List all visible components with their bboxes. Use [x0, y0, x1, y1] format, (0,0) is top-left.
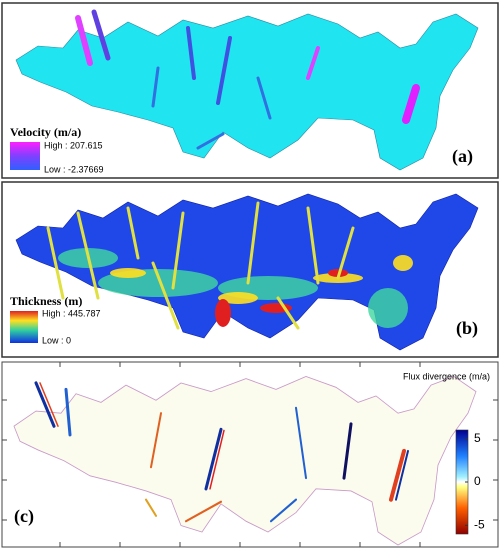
legend-swatch [10, 142, 40, 170]
legend-swatch [10, 311, 38, 343]
map-title: Flux divergence (m/a) [403, 371, 490, 381]
panel-a: Velocity (m/a) High : 207.615 Low : -2.3… [1, 2, 499, 179]
legend-low: Low : 0 [42, 335, 71, 345]
legend-title: Thickness (m) [10, 294, 82, 308]
flux-map [13, 375, 477, 546]
velocity-map [15, 9, 479, 171]
panel-c: Flux divergence (m/a) (c) 5 0 -5 [1, 361, 499, 548]
panel-label: (c) [14, 506, 34, 527]
thickness-map [15, 193, 479, 351]
colorbar-tick-label: -5 [474, 518, 485, 532]
legend-high: High : 445.787 [42, 308, 101, 318]
legend-low: Low : -2.37669 [44, 164, 104, 174]
legend-high: High : 207.615 [44, 140, 103, 150]
legend-title: Velocity (m/a) [10, 125, 81, 139]
panel-label: (b) [456, 318, 478, 339]
panel-b: Thickness (m) High : 445.787 Low : 0 (b) [1, 181, 499, 358]
panel-label: (a) [452, 146, 473, 167]
frame-ticks [2, 362, 498, 547]
colorbar-tick-label: 5 [474, 431, 481, 445]
colorbar-tick-label: 0 [474, 474, 481, 488]
